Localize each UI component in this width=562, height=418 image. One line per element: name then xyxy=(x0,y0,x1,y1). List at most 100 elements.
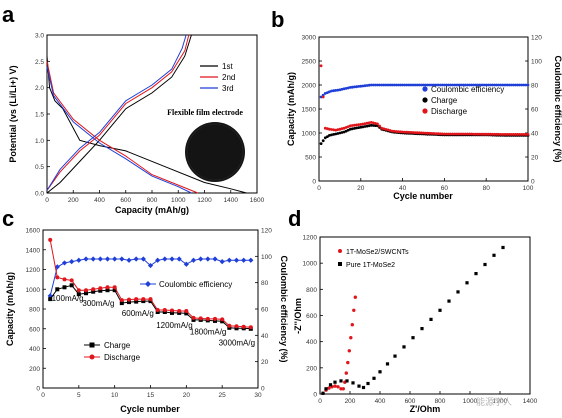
point-b-coulombic-efficiency xyxy=(457,83,461,87)
point-b-coulombic-efficiency xyxy=(520,83,524,87)
point-b-discharge xyxy=(484,132,488,136)
point-c-coulombic-efficiency xyxy=(198,256,204,262)
point-b-coulombic-efficiency xyxy=(319,95,323,99)
point-c-coulombic-efficiency xyxy=(162,256,168,262)
point-b-coulombic-efficiency xyxy=(453,83,457,87)
legend-a-1st: 1st xyxy=(222,62,233,71)
panel-c-x-tick-label: 20 xyxy=(183,392,191,399)
point-c-discharge xyxy=(184,309,189,313)
point-d-swcnts xyxy=(346,360,350,365)
panel-c-x-tick-label: 25 xyxy=(219,392,227,399)
point-c-discharge xyxy=(48,237,53,242)
panel-a-y-tick-label: 2.0 xyxy=(35,85,44,92)
point-b-coulombic-efficiency xyxy=(484,83,488,87)
point-c-discharge xyxy=(69,278,74,283)
point-b-discharge xyxy=(463,132,467,136)
panel-c-x-label: Cycle number xyxy=(120,404,180,414)
point-b-coulombic-efficiency xyxy=(501,83,505,87)
point-b-coulombic-efficiency xyxy=(390,83,394,87)
point-d-pure xyxy=(492,253,496,257)
point-b-coulombic-efficiency xyxy=(482,83,486,87)
point-d-pure xyxy=(378,370,382,374)
point-c-coulombic-efficiency xyxy=(97,256,103,262)
panel-d-y-tick-label: 800 xyxy=(306,287,317,294)
point-b-coulombic-efficiency xyxy=(365,84,369,87)
point-b-coulombic-efficiency xyxy=(495,83,498,87)
point-b-discharge xyxy=(503,133,507,136)
point-b-discharge xyxy=(340,127,344,131)
legend-c-charge: Charge xyxy=(104,341,131,350)
point-c-charge xyxy=(76,292,81,297)
point-b-discharge xyxy=(361,122,365,126)
point-b-coulombic-efficiency xyxy=(394,83,398,87)
point-b-coulombic-efficiency xyxy=(497,83,501,87)
point-b-coulombic-efficiency xyxy=(463,83,467,87)
point-b-discharge xyxy=(401,130,404,134)
panel-b-x-tick-label: 100 xyxy=(523,185,534,192)
point-c-coulombic-efficiency xyxy=(183,261,189,267)
point-b-charge xyxy=(319,142,323,146)
panel-b-y2-tick-label: 20 xyxy=(531,155,539,162)
panel-d-x-tick-label: 200 xyxy=(345,398,356,405)
point-c-coulombic-efficiency xyxy=(140,256,146,262)
panel-d-y-tick-label: 1000 xyxy=(303,261,318,268)
point-b-coulombic-efficiency xyxy=(411,83,415,87)
panel-c-lines xyxy=(47,237,254,331)
point-b-discharge xyxy=(459,132,463,136)
point-b-discharge xyxy=(332,128,335,132)
point-c-coulombic-efficiency xyxy=(76,257,82,263)
inset-title: Flexible film electrode xyxy=(167,108,243,117)
point-b-discharge xyxy=(380,126,384,130)
point-b-coulombic-efficiency xyxy=(359,84,363,88)
point-b-discharge xyxy=(424,131,427,135)
panel-b-y2-tick-label: 40 xyxy=(531,131,539,138)
point-b-discharge xyxy=(363,122,367,125)
point-b-charge xyxy=(355,126,358,130)
point-b-coulombic-efficiency xyxy=(405,83,409,87)
legend-c-discharge: Discharge xyxy=(104,353,141,362)
panel-b-points xyxy=(319,64,530,146)
point-d-pure xyxy=(393,354,397,358)
panel-a-y-tick-label: 1.5 xyxy=(35,112,44,119)
point-b-discharge xyxy=(512,133,515,136)
point-b-coulombic-efficiency xyxy=(476,83,480,87)
point-b-discharge xyxy=(493,132,496,136)
point-b-discharge xyxy=(476,132,480,136)
point-c-discharge xyxy=(234,324,239,329)
point-b-discharge xyxy=(440,132,444,136)
point-b-discharge xyxy=(422,131,425,135)
point-d-pure xyxy=(321,391,325,395)
point-b-coulombic-efficiency xyxy=(524,83,528,87)
point-b-discharge xyxy=(346,125,350,128)
flexible-film-electrode-photo xyxy=(185,122,245,182)
panel-c-y2-tick-label: 0 xyxy=(261,386,265,393)
legend-c-charge-marker xyxy=(89,342,95,348)
panel-b-y2-tick-label: 0 xyxy=(531,179,535,186)
point-b-coulombic-efficiency xyxy=(505,83,509,87)
point-c-coulombic-efficiency xyxy=(54,264,60,270)
point-d-swcnts xyxy=(347,349,351,353)
point-c-coulombic-efficiency xyxy=(233,257,240,263)
point-b-coulombic-efficiency xyxy=(489,83,492,87)
panel-d-y-tick-label: 600 xyxy=(306,313,317,320)
legend-a-2nd: 2nd xyxy=(222,73,235,82)
point-b-coulombic-efficiency xyxy=(403,83,407,87)
point-c-coulombic-efficiency xyxy=(126,257,132,263)
point-b-coulombic-efficiency xyxy=(336,88,340,92)
legend-d-red: 1T-MoSe2/SWCNTs xyxy=(346,249,409,256)
point-b-charge xyxy=(328,134,331,137)
point-b-discharge xyxy=(397,130,400,134)
panel-d-x-tick-label: 0 xyxy=(318,398,322,405)
panel-b-y-tick-label: 2000 xyxy=(302,83,317,90)
point-b-discharge xyxy=(338,127,342,131)
point-c-discharge xyxy=(134,297,139,302)
point-d-pure xyxy=(483,262,487,267)
point-b-discharge xyxy=(453,132,457,136)
point-b-charge xyxy=(330,133,333,137)
legend-d-black-swatch xyxy=(338,262,342,266)
panel-a-x-tick-label: 1400 xyxy=(224,197,239,204)
point-b-coulombic-efficiency xyxy=(371,83,375,87)
point-b-charge xyxy=(374,124,377,127)
